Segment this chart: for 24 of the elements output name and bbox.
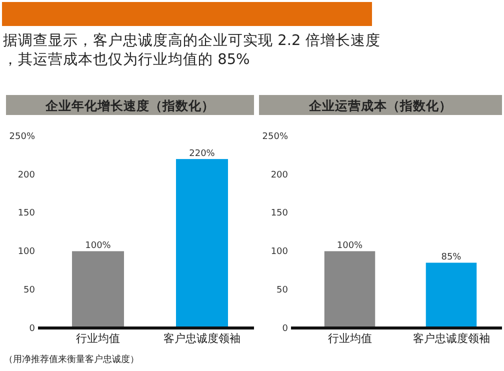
text: 据调查显示，客户忠诚度高的企业可实现 2.2 倍增长速度，其运营成本也仅为行业均值的 85% (3, 32, 380, 68)
y-tick-label: 250% (262, 132, 288, 142)
y-tick-label: 50 (276, 285, 288, 296)
y-tick-label: 50 (24, 285, 36, 296)
y-tick-label: 200 (270, 170, 288, 180)
y-tick-label: 0 (282, 324, 288, 334)
text: （用净推荐值来衡量客户忠诚度） (4, 354, 139, 365)
data-label: 100% (85, 241, 112, 252)
y-tick-label: 0 (29, 324, 36, 334)
data-label: 220% (189, 149, 216, 160)
y-tick-label: 100 (270, 247, 288, 258)
y-tick-label: 200 (18, 170, 36, 180)
y-tick-label: 150 (18, 208, 36, 219)
x-tick-label: 客户忠诚度领袖 (164, 332, 240, 345)
chart-title: 企业年化增长速度（指数化） (44, 98, 214, 113)
y-tick-label: 100 (18, 247, 36, 258)
y-tick-label: 250% (9, 132, 36, 142)
data-label: 85% (441, 252, 462, 263)
x-tick-label: 客户忠诚度领袖 (412, 332, 490, 345)
y-tick-label: 150 (270, 208, 288, 219)
x-tick-label: 行业均值 (328, 332, 372, 345)
chart-title: 企业运营成本（指数化） (308, 98, 452, 113)
x-tick-label: 行业均值 (76, 332, 120, 345)
data-label: 100% (336, 241, 364, 252)
